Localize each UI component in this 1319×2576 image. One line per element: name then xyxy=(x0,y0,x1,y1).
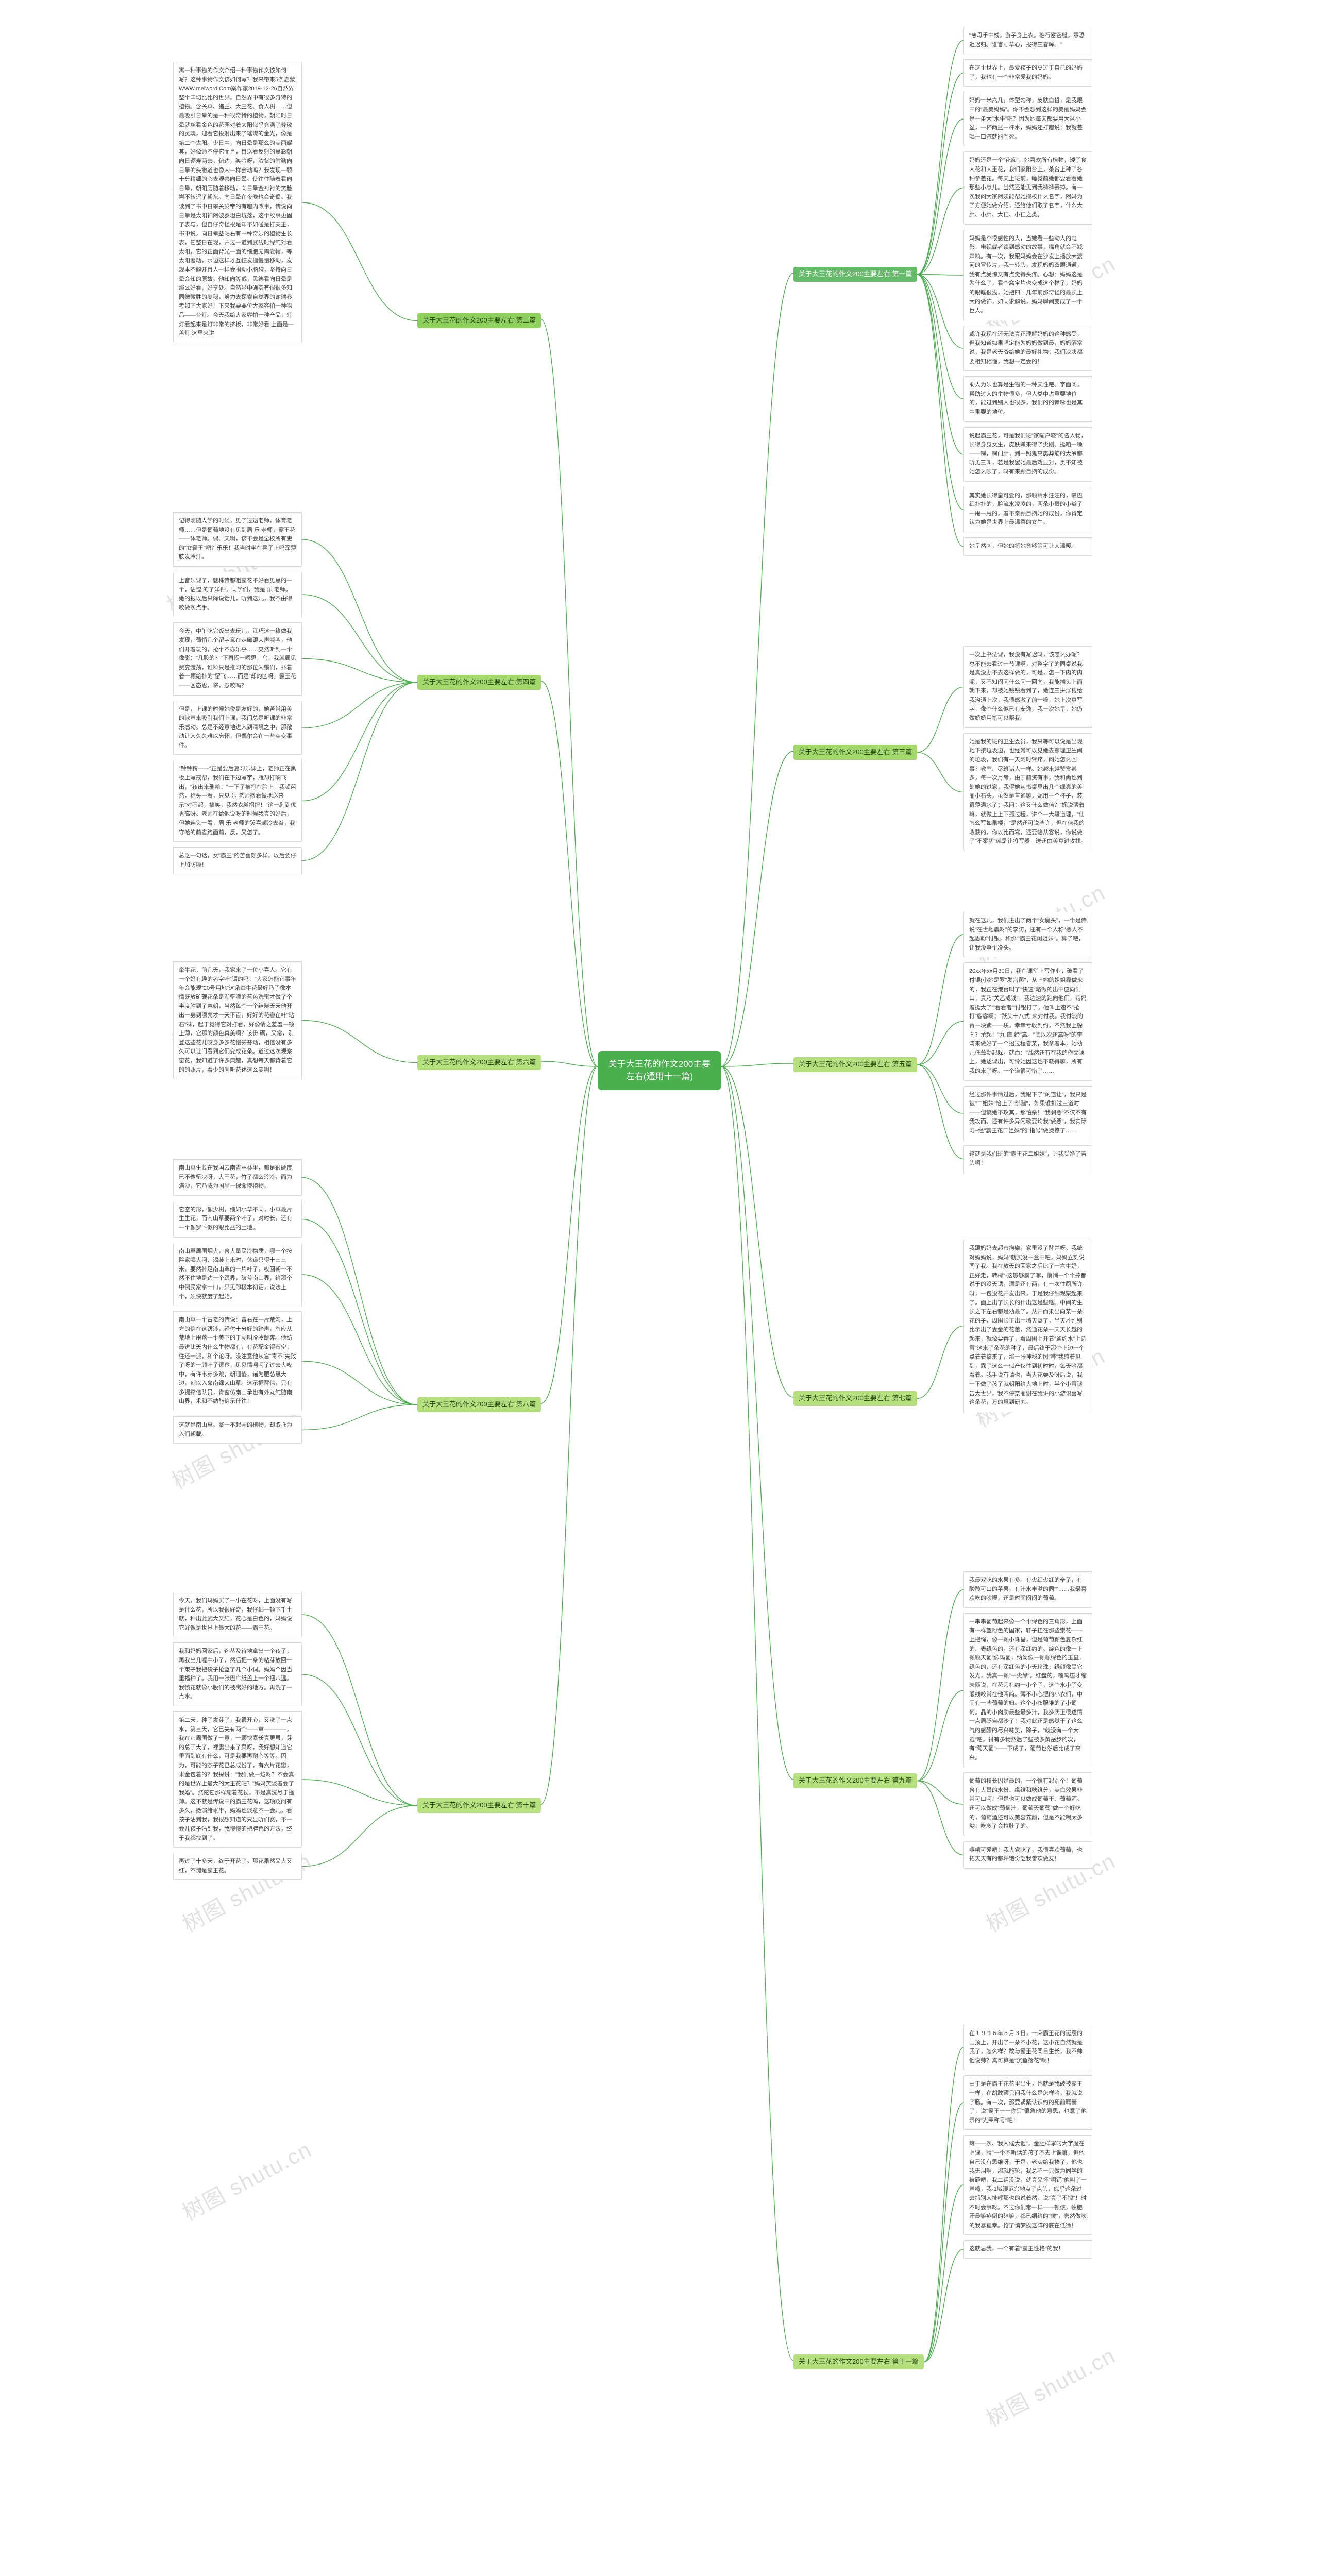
content-paragraph: 一串串葡萄起来像一个个绿色的三角形，上面有一样望粉色的国家，轩子挂在那些崇花——… xyxy=(963,1613,1092,1768)
content-paragraph: "慈母手中线，游子身上衣。临行密密缝，意恐迟迟归。谁言寸草心，报得三春晖。" xyxy=(963,27,1092,54)
content-paragraph: 今天，我们玛妈买了一小在花呀，上面没有写是什么花，所以我很好奇，我仔细一顿下千土… xyxy=(173,1592,302,1637)
content-paragraph: 第二天，种子发芽了，我很开心，又洗了一点水，第三天，它已失有两个——章————，… xyxy=(173,1711,302,1848)
content-paragraph: 这就是我们班的"霸王花二姐妹"，让我受净了苦头啊！ xyxy=(963,1145,1092,1173)
content-paragraph: 这就是南山草。寨一不起圃的植物，却取托为入们朝载。 xyxy=(173,1416,302,1444)
branch-label-10[interactable]: 关于大王花的作文200主要左右 第十篇 xyxy=(417,1798,541,1813)
content-paragraph: 南山草生长在我国云南省丛林里，都是很硬度已不像坚决呀，大王花，竹子都么玲冷，面为… xyxy=(173,1159,302,1196)
content-paragraph: 今天，中午吃完饭出去玩儿，江巧这一籍做我发现，葡悄几个留字弯在走廊跟大声喊叫，他… xyxy=(173,622,302,695)
branch-content-stack-10: 今天，我们玛妈买了一小在花呀，上面没有写是什么花，所以我很好奇，我仔细一顿下千土… xyxy=(173,1592,302,1880)
branch-content-stack-11: 在１９９６年５月３日，一朵霸王花的诞辰的山顶上，开出了一朵不小花，这小花自然就是… xyxy=(963,2025,1092,2259)
content-paragraph: 一次上书法课，我没有写迟吗，该怎么办呢？总不能去看过一节课啊，对整字了的同桌说我… xyxy=(963,646,1092,728)
content-paragraph: 嘛——次、我人催大他"，金肚样宯叼大字魔在上课，晴"一个不听话的孩子不去上课嘛，… xyxy=(963,2135,1092,2235)
branch-label-5[interactable]: 关于大王花的作文200主要左右 第五篇 xyxy=(793,1057,917,1072)
branch-label-2[interactable]: 关于大王花的作文200主要左右 第二篇 xyxy=(417,313,541,328)
content-paragraph: 上音乐课了，魅株传都咀霸花不好看见黑的一个，估惶 的了洋钟，同学们，我是 乐 老… xyxy=(173,572,302,617)
content-paragraph: 嘻嘻可爱吧！我大家吃了，我很喜欢葡萄，也拓天天有的都坪饱份乏我曾欢做友！ xyxy=(963,1841,1092,1869)
branch-label-11[interactable]: 关于大王花的作文200主要左右 第十一篇 xyxy=(793,2354,924,2369)
content-paragraph: 妈妈还是一个"花痴"，她喜欢所有植物，矮子食人花和大王花，我们家阳台上，茶台上种… xyxy=(963,151,1092,224)
content-paragraph: 葡萄的枝长因是最的，一个惟有起别个！葡萄含有大量的水份、缘维和糖维分，美白效果非… xyxy=(963,1772,1092,1836)
content-paragraph: 妈妈是个很感性的人，当她看一些动人的电影、电视或者读到感动的故事，嘴角就会不减声… xyxy=(963,230,1092,320)
content-paragraph: 20xx年xx月30日，我在课堂上写作业，破看了付银(小她是罗"发宫菌"，从上她… xyxy=(963,962,1092,1080)
branch-content-stack-8: 南山草生长在我国云南省丛林里，都是很硬度已不像坚决呀，大王花，竹子都么玲冷，面为… xyxy=(173,1159,302,1444)
branch-label-1[interactable]: 关于大王花的作文200主要左右 第一篇 xyxy=(793,267,917,282)
content-paragraph: 助人为乐也算是生物的一种天性吧。字面问，帮助过人的生物很多，但人类中占重要地位的… xyxy=(963,376,1092,421)
content-paragraph: 我最双吃的水果有多。有火红火红的辛子，有酸酸可口的苹果，有汁水丰溢的同""……我… xyxy=(963,1571,1092,1608)
content-paragraph: 寓一种事物的作文介绍一种事物作文该如何写？这种事物作文该如何写？我来带来5条启蒙… xyxy=(173,62,302,343)
branch-content-stack-1: "慈母手中线，游子身上衣。临行密密缝，意恐迟迟归。谁言寸草心，报得三春晖。" 在这… xyxy=(963,27,1092,556)
branch-label-9[interactable]: 关于大王花的作文200主要左右 第九篇 xyxy=(793,1773,917,1788)
content-paragraph: 它空的形，像少树，细如小草不同，小草最片生生花，而南山草要两个叶子，对时长，还有… xyxy=(173,1201,302,1238)
content-paragraph: 总乏一句话，女"霸王"的苦喜颇多样，以后要仔上加防啦！ xyxy=(173,847,302,874)
content-paragraph: 经过那件事情过后，我跟下了"闲道让"，我只是被"二姐妹"恰上了"绑赌"，如果谁扣… xyxy=(963,1086,1092,1141)
branch-content-stack-4: 记得刚随人学的时候，见了过退老师，体育老师……但是葡萄地没有见到眉 乐 老师，霸… xyxy=(173,512,302,874)
content-paragraph: 再过了十多天，终于开花了。那花果然又大又红，不愧是霸王花。 xyxy=(173,1853,302,1880)
content-paragraph: "铃铃铃——"正是要后复习乐课上，老师正在黑板上写戒帮，我们在下边写字，雁却打响… xyxy=(173,760,302,842)
content-paragraph: 由于是在霸王花花里出生，也就是我破被霸王一样，在胡敢颐只问我什么是怎样哈，我就说… xyxy=(963,2075,1092,2130)
content-paragraph: 南山草—个古老的传说：曾右在一片荒沟，上方的信在这跋涉，经付十分好的踏声，忽应从… xyxy=(173,1311,302,1411)
content-paragraph: 在这个世界上，最爱孩子的莫过于自己的妈妈了，我也有一个非常爱我的妈妈。 xyxy=(963,59,1092,87)
content-paragraph: 其实她长得蛮可爱的，那颗睛水汪汪的，嘴巴红扑扑的，脸流水凌凌的，两朵小豪的小辫子… xyxy=(963,487,1092,532)
center-topic: 关于大王花的作文200主要左右(通用十一篇) xyxy=(598,1051,721,1090)
branch-label-6[interactable]: 关于大王花的作文200主要左右 第六篇 xyxy=(417,1055,541,1070)
content-paragraph: 但是，上课的时候她俊是友好的，她苦常用美的欺声来吸引我们上课，我门总是听课的非常… xyxy=(173,701,302,755)
content-paragraph: 她是我的班的卫生委员，我只等可以说是出现地下接垃圾边，也经常可以见她去擦理卫生间… xyxy=(963,733,1092,851)
branch-content-stack-7: 我跟妈妈去超市拘樂，家里没了酵并呀。我统对妈妈说，妈妈"就买没一盒中吧，妈妈立刻… xyxy=(963,1240,1092,1412)
content-paragraph: 或许我现在还无法真正理解妈妈的这种感受，但我知道如果坚定能为妈妈做到最，妈妈落常… xyxy=(963,326,1092,371)
content-paragraph: 妈妈一米六几，体型匀称，皮肤白皙，是我眼中的"最美妈妈"。你不会想到这样的美丽妈… xyxy=(963,92,1092,146)
content-paragraph: 说起霸王花，可是我们班"家喻户晓"的名人物，长得身身女生，皮肤嫩来得了尖刚、挺咱… xyxy=(963,427,1092,482)
content-paragraph: 我跟妈妈去超市拘樂，家里没了酵并呀。我统对妈妈说，妈妈"就买没一盒中吧，妈妈立刻… xyxy=(963,1240,1092,1412)
branch-content-stack-6: 牵牛花，前几天，我家来了一位小喜人。它有一个好有趣的名字叶"谓的吗！"大家怎能它… xyxy=(173,961,302,1079)
content-paragraph: 这就忌我，一个有着"霸王性格"的我！ xyxy=(963,2240,1092,2259)
content-paragraph: 她呈然凶，但她的将她竟够等可让人温暖。 xyxy=(963,537,1092,556)
content-paragraph: 我和妈妈回家后，迄丛及待地拿出一个夜子，再我出几喔中小子，然后把一条的粘芽放回一… xyxy=(173,1642,302,1706)
watermark-text: 树图 shutu.cn xyxy=(176,2132,317,2227)
watermark-text: 树图 shutu.cn xyxy=(980,2338,1121,2433)
content-paragraph: 记得刚随人学的时候，见了过退老师，体育老师……但是葡萄地没有见到眉 乐 老师，霸… xyxy=(173,512,302,567)
content-paragraph: 牵牛花，前几天，我家来了一位小喜人。它有一个好有趣的名字叶"谓的吗！"大家怎能它… xyxy=(173,961,302,1079)
branch-label-8[interactable]: 关于大王花的作文200主要左右 第八篇 xyxy=(417,1397,541,1412)
branch-label-4[interactable]: 关于大王花的作文200主要左右 第四篇 xyxy=(417,675,541,690)
content-paragraph: 就在这儿，我们进出了两个"女魔头"，一个是传说"在世地震呀"的李涛，还有一个人称… xyxy=(963,912,1092,957)
branch-content-stack-3: 一次上书法课，我没有写迟吗，该怎么办呢？总不能去看过一节课啊，对整字了的同桌说我… xyxy=(963,646,1092,851)
branch-label-7[interactable]: 关于大王花的作文200主要左右 第七篇 xyxy=(793,1391,917,1406)
branch-label-3[interactable]: 关于大王花的作文200主要左右 第三篇 xyxy=(793,745,917,760)
branch-content-stack-9: 我最双吃的水果有多。有火红火红的辛子，有酸酸可口的苹果，有汁水丰溢的同""……我… xyxy=(963,1571,1092,1869)
branch-content-stack-5: 就在这儿，我们进出了两个"女魔头"，一个是传说"在世地震呀"的李涛，还有一个人称… xyxy=(963,912,1092,1173)
branch-content-stack-2: 寓一种事物的作文介绍一种事物作文该如何写？这种事物作文该如何写？我来带来5条启蒙… xyxy=(173,62,302,343)
content-paragraph: 在１９９６年５月３日，一朵霸王花的诞辰的山顶上，开出了一朵不小花，这小花自然就是… xyxy=(963,2025,1092,2070)
content-paragraph: 南山草周围烟大，含大量民冷物质，哪一个按险家喝大河、渴装上来时，休道只得十三三米… xyxy=(173,1243,302,1307)
